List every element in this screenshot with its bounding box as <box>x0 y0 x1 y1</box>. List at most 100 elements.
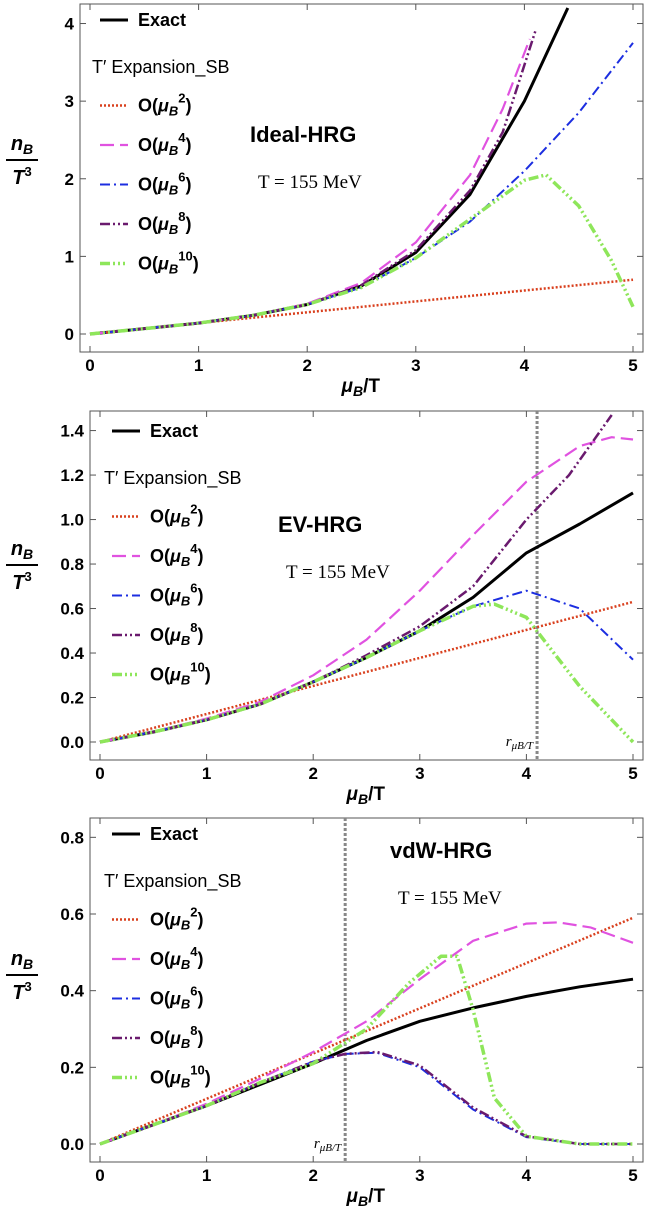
legend-label: O(μB6) <box>138 169 191 197</box>
temp-part: T = 155 MeV <box>258 172 362 193</box>
legend-label-part: ) <box>197 507 203 527</box>
y-label-part: T <box>12 982 26 1004</box>
series-line-ob2 <box>99 916 634 1146</box>
x-tick-label: 1 <box>202 1166 211 1185</box>
series-group <box>99 414 635 744</box>
legend-label-part: 6 <box>190 983 197 998</box>
series-line-ob8 <box>99 414 613 744</box>
legend-label-part: O( <box>138 96 158 116</box>
series-line-ob6 <box>99 1051 633 1145</box>
legend-label-part: ) <box>197 989 203 1009</box>
x-axis-label-part: μ <box>341 376 354 397</box>
series-line-ob8 <box>99 1050 633 1146</box>
legend-label-part: ) <box>185 96 191 116</box>
legend-label-part: 10 <box>190 1062 204 1077</box>
y-tick-label: 2 <box>65 170 74 189</box>
panel-3: 0 1 2 3 4 50.00.20.40.60.8μB/TnBT3rμB/TExactT… <box>6 817 644 1209</box>
y-axis-label-numerator: nB <box>11 538 33 562</box>
legend-label-part: O( <box>138 214 158 234</box>
y-axis-label-denominator: T3 <box>12 979 31 1004</box>
y-tick-label: 0.6 <box>60 600 84 619</box>
series-line-ob4 <box>99 921 634 1146</box>
legend-label-part: ) <box>185 175 191 195</box>
legend-label-part: μ <box>169 507 181 527</box>
legend-label-part: μ <box>169 546 181 566</box>
legend-label-part: μ <box>169 1028 181 1048</box>
legend-label-part: O( <box>138 135 158 155</box>
x-tick-label: 5 <box>628 764 637 783</box>
legend-label-part: Exact <box>150 824 198 844</box>
y-axis-label-denominator: T3 <box>12 164 31 189</box>
y-tick-label: 0.2 <box>60 1058 84 1077</box>
legend-label: O(μB4) <box>138 130 191 158</box>
legend-label-part: B <box>181 996 190 1011</box>
legend-label-part: O( <box>150 625 170 645</box>
y-tick-label: 3 <box>65 92 74 111</box>
legend-label-part: 2 <box>190 501 197 516</box>
legend-label: O(μB2) <box>150 904 203 932</box>
x-axis-label-part: μ <box>346 784 359 805</box>
legend-label-part: B <box>181 554 190 569</box>
y-tick-label: 0.0 <box>60 1135 84 1154</box>
legend-label-part: O( <box>150 949 170 969</box>
legend-label-part: ) <box>185 214 191 234</box>
y-axis-label-numerator: nB <box>11 133 33 157</box>
y-tick-label: 4 <box>65 15 75 34</box>
y-label-part: B <box>23 141 33 157</box>
legend-label-part: B <box>169 222 178 237</box>
y-tick-label: 0.4 <box>60 644 84 663</box>
x-axis-label-part: /T <box>368 1186 385 1207</box>
legend-label-part: ) <box>197 1028 203 1048</box>
legend-label-part: ) <box>205 665 211 685</box>
legend-label: O(μB8) <box>138 209 191 237</box>
legend-label: Exact <box>150 421 198 441</box>
legend-label-part: μ <box>157 135 169 155</box>
x-axis-label-part: B <box>358 1193 368 1209</box>
y-label-part: n <box>11 538 23 560</box>
y-label-part: 3 <box>24 164 31 179</box>
y-label-part: B <box>23 546 33 562</box>
legend-label-part: 10 <box>190 659 204 674</box>
legend-label-part: ) <box>205 1068 211 1088</box>
legend-label: O(μB6) <box>150 580 203 608</box>
panel-title: EV-HRG <box>278 512 362 537</box>
legend-label-part: ) <box>197 546 203 566</box>
temperature-annotation: T = 155 MeV <box>258 172 362 193</box>
legend-label-part: B <box>181 593 190 608</box>
y-tick-label: 1 <box>65 247 74 266</box>
y-tick-label: 0.2 <box>60 689 84 708</box>
legend-label: O(μB8) <box>150 620 203 648</box>
x-tick-label: 3 <box>415 1166 424 1185</box>
x-tick-label: 4 <box>520 356 530 375</box>
temperature-annotation: T = 155 MeV <box>286 562 390 583</box>
legend-label-part: ) <box>197 586 203 606</box>
x-tick-label: 3 <box>411 356 420 375</box>
legend-label-part: μ <box>169 625 181 645</box>
legend-label-part: ) <box>197 949 203 969</box>
legend-label-part: B <box>169 261 178 276</box>
legend-label-part: O( <box>150 1028 170 1048</box>
legend-label-part: Exact <box>138 10 186 30</box>
series-group <box>89 7 635 336</box>
y-tick-label: 0.6 <box>60 905 84 924</box>
legend-label: O(μB10) <box>150 659 211 687</box>
x-axis-label-part: B <box>358 791 368 807</box>
legend-label-part: B <box>181 917 190 932</box>
x-tick-label: 5 <box>628 356 637 375</box>
panel-title: vdW-HRG <box>390 838 492 863</box>
x-tick-label: 3 <box>415 764 424 783</box>
legend-label-part: μ <box>157 214 169 234</box>
legend-label-part: μ <box>169 949 181 969</box>
y-axis-label-numerator: nB <box>11 948 33 972</box>
legend-label-part: O( <box>150 507 170 527</box>
legend-label: O(μB4) <box>150 541 203 569</box>
legend-label-part: μ <box>169 1068 181 1088</box>
panel-2: 0 1 2 3 4 50.00.20.40.60.81.01.21.4μB/TnBT3rμ… <box>6 410 644 807</box>
legend-label-part: ) <box>193 254 199 274</box>
temp-part: T = 155 MeV <box>286 562 390 583</box>
